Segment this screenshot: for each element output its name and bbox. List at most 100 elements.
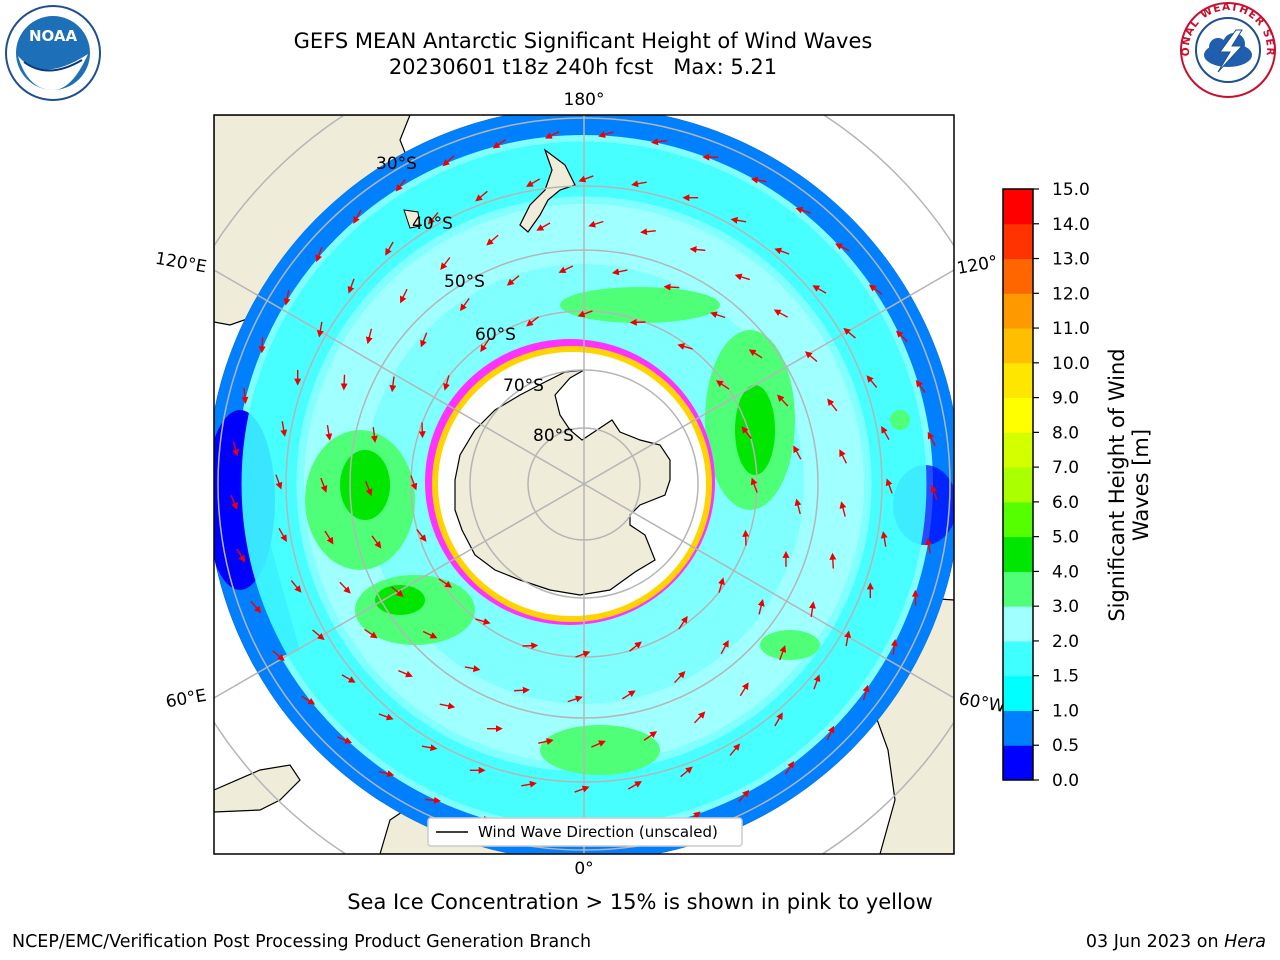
wave-direction-arrow — [506, 275, 520, 286]
wave-direction-arrow — [544, 131, 560, 139]
wave-direction-arrow — [353, 209, 362, 224]
wave-direction-arrow — [521, 780, 537, 788]
wave-direction-arrow — [631, 180, 647, 188]
wave-direction-arrow — [230, 494, 238, 510]
wave-direction-arrow — [890, 639, 898, 655]
colorbar-tick-label: 1.0 — [1052, 701, 1079, 721]
wave-direction-arrow — [439, 702, 456, 710]
wave-direction-arrow — [475, 618, 491, 625]
wave-direction-arrow — [378, 713, 394, 721]
colorbar-swatch — [1003, 432, 1033, 468]
wave-direction-arrow — [370, 427, 378, 443]
wave-direction-arrow — [651, 138, 667, 146]
colorbar-swatch — [1003, 501, 1033, 538]
wave-direction-arrow — [538, 737, 554, 745]
wave-direction-arrow — [558, 265, 574, 273]
wave-direction-arrow — [826, 725, 835, 741]
wave-direction-arrow — [741, 426, 752, 439]
wave-direction-arrow — [843, 327, 856, 339]
wave-direction-arrow — [440, 257, 451, 271]
footer-branch: NCEP/EMC/Verification Post Processing Pr… — [12, 932, 592, 952]
wave-direction-arrow — [236, 548, 246, 563]
map-panel: 30°S 40°S 50°S 60°S 70°S 80°S Wind Wave … — [214, 115, 954, 854]
wave-direction-arrow — [312, 629, 325, 641]
wave-direction-arrow — [885, 478, 893, 494]
map-frame — [213, 114, 955, 855]
wave-direction-arrow — [347, 278, 355, 294]
wave-direction-arrow — [729, 743, 741, 756]
wave-direction-arrow — [777, 394, 789, 407]
wave-direction-arrow — [464, 665, 481, 672]
colorbar: 0.0 0.5 1.0 1.5 2.0 3.0 4.0 5.0 6.0 7.0 8.0 9.0 10.0… — [1002, 180, 1090, 791]
wave-direction-arrow — [280, 421, 288, 437]
wave-direction-arrow — [325, 425, 333, 441]
colorbar-tick-label: 4.0 — [1052, 562, 1079, 582]
wave-direction-arrow — [591, 740, 606, 748]
wave-direction-arrow — [813, 674, 821, 690]
wave-direction-arrow — [337, 736, 353, 744]
wave-direction-arrow — [689, 246, 706, 254]
colorbar-swatch — [1003, 606, 1033, 642]
colorbar-swatch — [1003, 397, 1033, 433]
colorbar-tick-label: 0.0 — [1052, 771, 1079, 791]
wave-direction-arrow — [385, 241, 394, 256]
wave-direction-arrow — [577, 310, 593, 318]
wave-direction-arrow — [779, 645, 787, 661]
lat-label-50s: 50°S — [444, 272, 485, 292]
colorbar-swatch — [1003, 745, 1033, 781]
footer-date: 03 Jun 2023 on — [1085, 932, 1219, 952]
wave-direction-arrow — [784, 761, 795, 775]
meridian-label-0: 0° — [574, 859, 593, 879]
wave-direction-arrow — [827, 398, 838, 412]
wave-direction-arrow — [598, 131, 614, 138]
colorbar-tick-label: 13.0 — [1052, 250, 1090, 270]
wave-direction-arrow — [734, 273, 751, 281]
footer-host: Hera — [1224, 932, 1266, 952]
wave-direction-arrow — [422, 630, 438, 639]
wave-direction-arrow — [748, 349, 763, 359]
lat-label-60s: 60°S — [475, 325, 516, 345]
wind-wave-vectors — [230, 131, 938, 838]
noaa-logo-icon: NOAA — [5, 5, 101, 101]
colorbar-frame — [1002, 188, 1034, 781]
wave-direction-arrow — [804, 351, 818, 363]
meridian-label-180: 180° — [564, 90, 605, 110]
colorbar-title: Significant Height of Wind Waves [m] — [1105, 348, 1153, 622]
wave-direction-arrow — [629, 641, 642, 652]
meridian-label-60e: 60°E — [164, 686, 208, 713]
wave-direction-arrow — [710, 311, 726, 319]
lat-label-70s: 70°S — [503, 376, 544, 396]
wave-direction-arrow — [567, 695, 583, 703]
wave-direction-arrow — [795, 206, 811, 214]
wave-direction-arrow — [757, 599, 765, 615]
wave-direction-arrow — [925, 537, 933, 554]
wave-direction-arrow — [678, 615, 688, 630]
wave-direction-arrow — [868, 284, 883, 295]
colorbar-tick-label: 9.0 — [1052, 389, 1079, 409]
wave-direction-arrow — [674, 671, 686, 684]
colorbar-tick-label: 6.0 — [1052, 493, 1079, 513]
wave-direction-arrow — [578, 175, 594, 183]
footer-timestamp: 03 Jun 2023 on Hera — [1086, 932, 1266, 952]
wave-direction-arrow — [588, 220, 604, 228]
wave-direction-arrow — [427, 212, 439, 225]
colorbar-tick-label: 1.5 — [1052, 667, 1079, 687]
wave-direction-arrow — [283, 289, 291, 306]
wave-direction-arrow — [881, 425, 890, 441]
meridian-label-60w: 60°W — [957, 689, 1007, 717]
wave-direction-arrow — [835, 243, 850, 252]
wave-direction-arrow — [416, 529, 427, 542]
wave-direction-arrow — [232, 441, 239, 457]
wave-direction-arrow — [627, 781, 643, 790]
colorbar-tick-label: 0.5 — [1052, 736, 1079, 756]
wave-direction-arrow — [927, 431, 936, 447]
colorbar-tick-label: 12.0 — [1052, 284, 1090, 304]
colorbar-swatch — [1003, 710, 1033, 746]
colorbar-tick-label: 11.0 — [1052, 319, 1090, 339]
colorbar-tick-label: 14.0 — [1052, 215, 1090, 235]
wave-direction-arrow — [425, 796, 441, 804]
wave-direction-arrow — [278, 527, 287, 543]
lat-label-40s: 40°S — [412, 214, 453, 234]
sea-ice-caption: Sea Ice Concentration > 15% is shown in … — [347, 890, 933, 914]
